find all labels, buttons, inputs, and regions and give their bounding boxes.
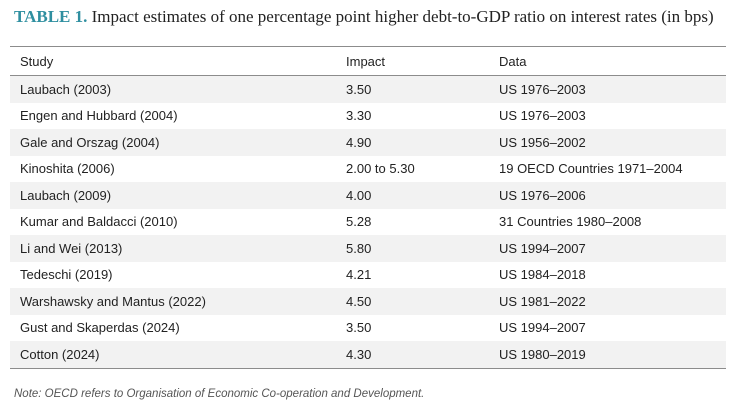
data-cell: 19 OECD Countries 1971–2004 <box>499 161 683 177</box>
impact-cell: 3.30 <box>346 108 372 124</box>
impact-cell: 4.50 <box>346 293 372 309</box>
study-cell: Tedeschi (2019) <box>20 267 113 283</box>
data-cell: 31 Countries 1980–2008 <box>499 214 642 230</box>
table-body: Laubach (2003) 3.50 US 1976–2003 Engen a… <box>10 75 726 368</box>
table-row: Gale and Orszag (2004) 4.90 US 1956–2002 <box>10 129 726 156</box>
study-cell: Gale and Orszag (2004) <box>20 134 160 150</box>
impact-cell: 3.50 <box>346 320 372 336</box>
study-cell: Cotton (2024) <box>20 346 100 362</box>
data-cell: US 1976–2003 <box>499 81 586 97</box>
table-row: Laubach (2009) 4.00 US 1976–2006 <box>10 182 726 209</box>
column-header-study: Study <box>20 53 54 69</box>
study-cell: Kumar and Baldacci (2010) <box>20 214 178 230</box>
impact-estimates-table: Study Impact Data Laubach (2003) 3.50 US… <box>10 46 726 369</box>
impact-cell: 4.00 <box>346 187 372 203</box>
table-row: Li and Wei (2013) 5.80 US 1994–2007 <box>10 235 726 262</box>
study-cell: Kinoshita (2006) <box>20 161 115 177</box>
impact-cell: 2.00 to 5.30 <box>346 161 415 177</box>
column-header-impact: Impact <box>346 53 386 69</box>
impact-cell: 4.90 <box>346 134 372 150</box>
data-cell: US 1984–2018 <box>499 267 586 283</box>
impact-cell: 4.21 <box>346 267 372 283</box>
table-row: Kumar and Baldacci (2010) 5.28 31 Countr… <box>10 208 726 235</box>
study-cell: Engen and Hubbard (2004) <box>20 108 178 124</box>
data-cell: US 1976–2006 <box>499 187 586 203</box>
data-cell: US 1981–2022 <box>499 293 586 309</box>
study-cell: Laubach (2003) <box>20 81 112 97</box>
data-cell: US 1956–2002 <box>499 134 586 150</box>
table-row: Cotton (2024) 4.30 US 1980–2019 <box>10 341 726 368</box>
impact-cell: 5.28 <box>346 214 372 230</box>
table-row: Tedeschi (2019) 4.21 US 1984–2018 <box>10 261 726 288</box>
impact-cell: 4.30 <box>346 346 372 362</box>
header-row: Study Impact Data <box>10 46 726 76</box>
table-title: TABLE 1. Impact estimates of one percent… <box>14 6 726 28</box>
table-row: Gust and Skaperdas (2024) 3.50 US 1994–2… <box>10 314 726 341</box>
table-row: Kinoshita (2006) 2.00 to 5.30 19 OECD Co… <box>10 155 726 182</box>
table-row: Warshawsky and Mantus (2022) 4.50 US 198… <box>10 288 726 315</box>
study-cell: Li and Wei (2013) <box>20 240 123 256</box>
table-row: Laubach (2003) 3.50 US 1976–2003 <box>10 75 726 103</box>
data-cell: US 1994–2007 <box>499 320 586 336</box>
study-cell: Gust and Skaperdas (2024) <box>20 320 180 336</box>
column-header-data: Data <box>499 53 527 69</box>
table-header: Study Impact Data <box>10 46 726 76</box>
impact-cell: 5.80 <box>346 240 372 256</box>
data-cell: US 1976–2003 <box>499 108 586 124</box>
table-row: Engen and Hubbard (2004) 3.30 US 1976–20… <box>10 102 726 129</box>
study-cell: Laubach (2009) <box>20 187 112 203</box>
study-cell: Warshawsky and Mantus (2022) <box>20 293 206 309</box>
table-number-label: TABLE 1. <box>14 7 88 26</box>
data-cell: US 1980–2019 <box>499 346 586 362</box>
impact-cell: 3.50 <box>346 81 372 97</box>
table-footnote: Note: OECD refers to Organisation of Eco… <box>14 388 425 400</box>
data-cell: US 1994–2007 <box>499 240 586 256</box>
table-title-text: Impact estimates of one percentage point… <box>87 7 714 26</box>
